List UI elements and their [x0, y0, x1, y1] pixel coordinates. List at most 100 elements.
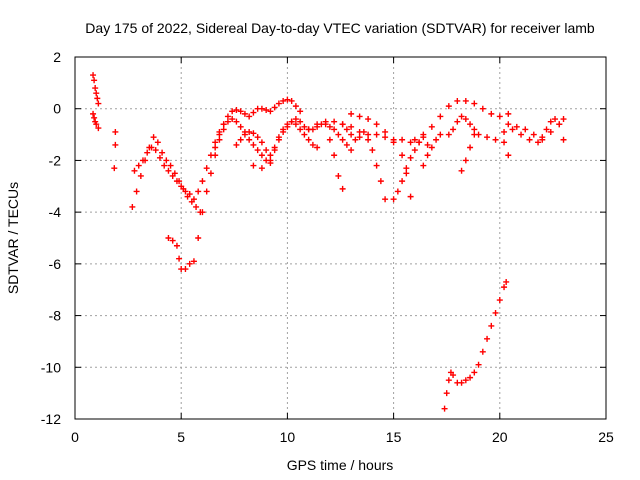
data-point	[93, 121, 100, 128]
y-tick-label: -8	[49, 308, 62, 324]
data-point	[443, 390, 450, 397]
data-point	[462, 377, 469, 384]
y-tick-label: -4	[49, 204, 62, 220]
data-point	[503, 278, 510, 285]
data-point	[195, 188, 202, 195]
data-point	[90, 110, 97, 117]
data-point	[445, 131, 452, 138]
data-point	[167, 162, 174, 169]
data-point	[165, 167, 172, 174]
y-tick-label: -6	[49, 256, 62, 272]
data-point	[467, 144, 474, 151]
y-axis-title: SDTVAR / TECUs	[5, 182, 21, 294]
data-point	[369, 147, 376, 154]
data-point	[152, 147, 159, 154]
data-point	[484, 134, 491, 141]
data-point	[373, 162, 380, 169]
data-point	[424, 152, 431, 159]
data-point	[250, 162, 257, 169]
data-point	[250, 130, 257, 137]
data-point	[178, 183, 185, 190]
data-point	[314, 144, 321, 151]
data-point	[258, 105, 265, 112]
data-point	[267, 152, 274, 159]
data-point	[190, 258, 197, 265]
data-points	[90, 72, 567, 412]
data-point	[547, 118, 554, 125]
data-point	[335, 131, 342, 138]
series-arc-n	[420, 131, 444, 169]
data-point	[530, 131, 537, 138]
data-point	[309, 141, 316, 148]
data-point	[271, 147, 278, 154]
data-point	[441, 405, 448, 412]
data-point	[433, 136, 440, 143]
data-point	[288, 97, 295, 104]
series-arc-q	[501, 116, 567, 146]
data-point	[458, 379, 465, 386]
series-arc-early-2	[90, 110, 102, 132]
data-point	[212, 144, 219, 151]
data-point	[207, 170, 214, 177]
data-point	[513, 123, 520, 130]
data-point	[331, 118, 338, 125]
series-arc-r	[505, 116, 567, 141]
series-arc-m	[411, 97, 512, 143]
data-point	[458, 113, 465, 120]
data-point	[505, 110, 512, 117]
data-point	[539, 134, 546, 141]
data-point	[193, 203, 200, 210]
x-tick-label: 15	[386, 429, 402, 445]
data-point	[150, 134, 157, 141]
data-point	[403, 165, 410, 172]
data-point	[139, 157, 146, 164]
data-point	[254, 147, 261, 154]
data-point	[335, 172, 342, 179]
data-point	[492, 136, 499, 143]
data-point	[301, 123, 308, 130]
data-point	[377, 178, 384, 185]
data-point	[352, 136, 359, 143]
series-arc-f	[233, 118, 321, 159]
data-point	[471, 369, 478, 376]
data-point	[258, 165, 265, 172]
data-point	[450, 372, 457, 379]
data-point	[94, 95, 101, 102]
data-point	[522, 126, 529, 133]
data-point	[163, 157, 170, 164]
data-point	[292, 116, 299, 123]
data-point	[275, 136, 282, 143]
data-point	[501, 128, 508, 135]
data-point	[182, 266, 189, 273]
data-point	[356, 134, 363, 141]
series-arc-i	[339, 121, 389, 203]
data-point	[518, 131, 525, 138]
data-point	[133, 188, 140, 195]
data-point	[207, 152, 214, 159]
data-point	[471, 100, 478, 107]
data-point	[501, 284, 508, 291]
data-point	[360, 128, 367, 135]
data-point	[535, 139, 542, 146]
data-point	[394, 188, 401, 195]
data-point	[237, 136, 244, 143]
data-point	[390, 196, 397, 203]
data-point	[454, 118, 461, 125]
data-point	[263, 107, 270, 114]
data-point	[258, 139, 265, 146]
series-arc-j	[326, 136, 346, 192]
data-point	[373, 131, 380, 138]
data-point	[241, 110, 248, 117]
series-arc-early	[90, 72, 102, 107]
data-point	[305, 126, 312, 133]
data-point	[199, 209, 206, 216]
data-point	[280, 128, 287, 135]
y-tick-label: -12	[41, 411, 61, 427]
data-point	[348, 131, 355, 138]
series-arc-c	[165, 126, 227, 273]
axis-ticks	[74, 56, 607, 420]
data-point	[229, 116, 236, 123]
data-point	[233, 107, 240, 114]
y-tick-labels: -12 -10 -8 -6 -4 -2 0 2	[41, 49, 61, 427]
